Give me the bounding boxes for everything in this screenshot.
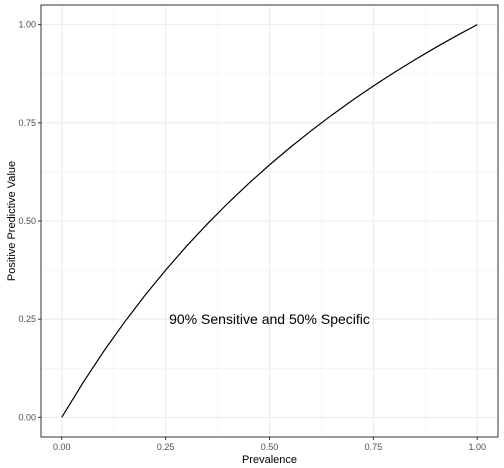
x-tick-label: 0.00 [53,442,71,452]
x-tick-label: 1.00 [468,442,486,452]
y-tick-label: 1.00 [18,20,36,30]
y-axis-title: Positive Predictive Value [6,161,18,281]
y-axis: 0.00 0.25 0.50 0.75 1.00 [18,20,41,422]
y-tick-label: 0.50 [18,216,36,226]
x-tick-label: 0.25 [157,442,175,452]
chart-annotation: 90% Sensitive and 50% Specific [169,311,370,327]
x-tick-label: 0.50 [261,442,279,452]
ppv-curve-line [61,24,478,418]
x-tick-label: 0.75 [365,442,383,452]
y-tick-label: 0.25 [18,314,36,324]
x-axis: 0.00 0.25 0.50 0.75 1.00 [53,437,486,452]
y-tick-label: 0.00 [18,412,36,422]
major-gridlines [41,5,498,437]
y-tick-label: 0.75 [18,118,36,128]
series-layer [61,24,478,418]
x-axis-title: Prevalence [242,454,297,466]
